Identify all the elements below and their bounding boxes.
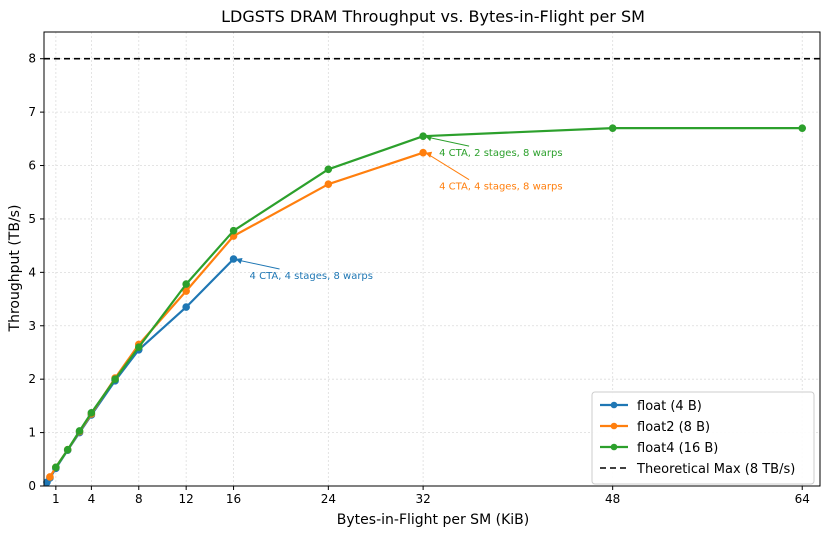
annotation-arrow-0 xyxy=(427,136,470,147)
annotation-arrowhead-2 xyxy=(235,258,243,264)
series-line-1 xyxy=(48,151,424,478)
x-tick-label-5: 24 xyxy=(321,492,336,506)
x-tick-label-4: 16 xyxy=(226,492,241,506)
data-point-s2-7 xyxy=(229,226,238,235)
annotations: 4 CTA, 2 stages, 8 warps 4 CTA, 4 stages,… xyxy=(235,135,563,282)
legend-marker-1 xyxy=(610,422,618,430)
legend-label-3: Theoretical Max (8 TB/s) xyxy=(636,462,795,477)
data-point-s2-0 xyxy=(52,463,60,472)
annotation-arrowhead-1 xyxy=(425,151,433,158)
annotation-arrowhead-0 xyxy=(425,135,433,142)
legend-label-0: float (4 B) xyxy=(637,399,702,414)
data-point-s2-11 xyxy=(798,124,807,132)
series-line-0 xyxy=(46,258,235,483)
data-point-s2-5 xyxy=(134,343,143,351)
x-tick-label-0: 1 xyxy=(52,492,60,506)
data-point-s1-0 xyxy=(46,473,54,481)
legend: float (4 B) float2 (8 B) float4 (16 B) Theo… xyxy=(591,391,815,485)
grid-lines xyxy=(44,32,820,487)
series-1 xyxy=(46,148,427,481)
y-tick-label-0: 0 xyxy=(28,479,36,493)
legend-label-2: float4 (16 B) xyxy=(637,441,718,456)
legend-label-1: float2 (8 B) xyxy=(637,420,710,435)
data-point-s2-1 xyxy=(63,445,72,454)
y-tick-label-5: 5 xyxy=(28,212,36,226)
y-axis-title: Throughput (TB/s) xyxy=(7,205,23,333)
annotation-label-2: 4 CTA, 4 stages, 8 warps xyxy=(250,271,373,282)
y-tick-label-8: 8 xyxy=(28,52,36,66)
data-point-s0-8 xyxy=(182,303,190,311)
data-point-s2-6 xyxy=(182,280,190,288)
annotation-label-0: 4 CTA, 2 stages, 8 warps xyxy=(439,148,562,159)
plot-frame xyxy=(43,31,821,487)
annotation-arrow-1 xyxy=(426,153,470,181)
x-tick-label-1: 4 xyxy=(88,492,96,506)
data-point-s2-4 xyxy=(111,375,119,383)
x-axis-title: Bytes-in-Flight per SM (KiB) xyxy=(337,512,529,528)
series-group xyxy=(43,124,807,487)
legend-box xyxy=(591,391,815,485)
legend-marker-2 xyxy=(610,443,618,451)
y-tick-label-3: 3 xyxy=(28,319,36,333)
y-tick-label-4: 4 xyxy=(28,265,36,279)
data-point-s2-10 xyxy=(608,124,617,132)
x-tick-label-3: 12 xyxy=(179,492,194,506)
legend-marker-0 xyxy=(610,401,618,409)
annotation-label-1: 4 CTA, 4 stages, 8 warps xyxy=(439,182,562,193)
series-2 xyxy=(52,124,807,472)
data-point-s2-8 xyxy=(324,165,333,174)
x-tick-label-6: 32 xyxy=(415,492,430,506)
x-tick-label-7: 48 xyxy=(605,492,620,506)
data-point-s1-9 xyxy=(324,180,333,189)
x-tick-label-2: 8 xyxy=(135,492,143,506)
chart-title: LDGSTS DRAM Throughput vs. Bytes-in-Flig… xyxy=(221,7,645,26)
x-tick-label-8: 64 xyxy=(795,492,810,506)
y-tick-label-7: 7 xyxy=(28,105,36,119)
y-tick-label-1: 1 xyxy=(28,426,36,440)
data-point-s2-3 xyxy=(87,409,96,417)
y-tick-label-2: 2 xyxy=(28,372,36,386)
annotation-arrow-2 xyxy=(237,259,280,270)
series-0 xyxy=(43,255,238,487)
y-tick-label-6: 6 xyxy=(28,159,36,173)
data-point-s2-2 xyxy=(75,427,84,435)
